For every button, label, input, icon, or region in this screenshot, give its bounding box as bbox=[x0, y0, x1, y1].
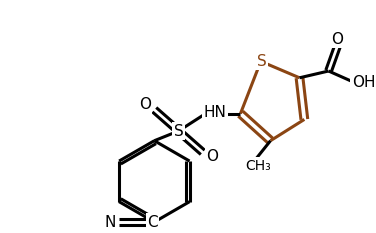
Text: S: S bbox=[174, 123, 183, 139]
Text: C: C bbox=[147, 215, 158, 230]
Text: S: S bbox=[257, 54, 267, 69]
Text: O: O bbox=[139, 97, 151, 112]
Text: CH₃: CH₃ bbox=[245, 159, 271, 173]
Text: O: O bbox=[206, 149, 218, 164]
Text: O: O bbox=[331, 32, 343, 47]
Text: HN: HN bbox=[204, 105, 227, 120]
Text: OH: OH bbox=[352, 75, 375, 90]
Text: N: N bbox=[104, 215, 115, 230]
